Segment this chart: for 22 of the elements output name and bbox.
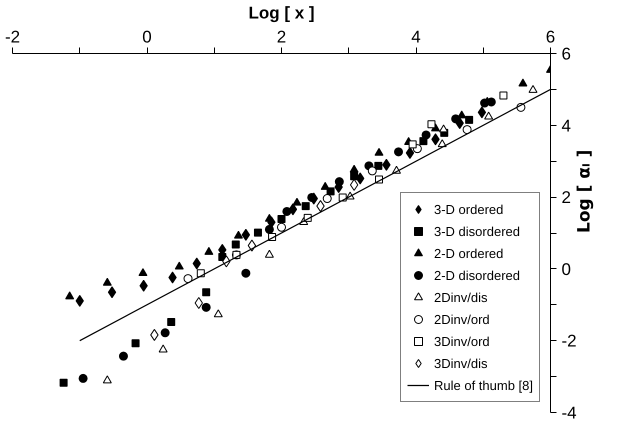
x-tick-label: 6 — [546, 28, 556, 46]
legend-label: 2Dinv/ord — [434, 312, 490, 326]
x-tick-label: 4 — [411, 28, 421, 46]
y-tick-label: -4 — [562, 404, 577, 422]
y-tick-label: 4 — [562, 116, 571, 136]
legend-label: 2Dinv/dis — [434, 290, 488, 304]
legend-label: 2-D ordered — [434, 246, 504, 260]
x-tick-label: 2 — [276, 28, 286, 46]
legend-label: Rule of thumb [8] — [434, 378, 533, 392]
legend-label: 3Dinv/ord — [434, 334, 490, 348]
y-axis-title: Log [ αₗ ] — [574, 150, 595, 233]
x-axis-title: Log [ x ] — [248, 4, 315, 22]
y-tick-label: 0 — [562, 260, 571, 279]
legend-label: 2-D disordered — [434, 268, 520, 282]
legend-label: 3-D ordered — [434, 202, 504, 216]
y-tick-label: 6 — [562, 44, 571, 64]
legend-label: 3Dinv/dis — [434, 356, 488, 370]
x-tick-label: 0 — [142, 28, 152, 46]
legend-label: 3-D disordered — [434, 224, 520, 238]
y-tick-label: 2 — [562, 188, 571, 208]
y-tick-label: -2 — [562, 332, 577, 351]
x-tick-label: -2 — [4, 28, 20, 46]
